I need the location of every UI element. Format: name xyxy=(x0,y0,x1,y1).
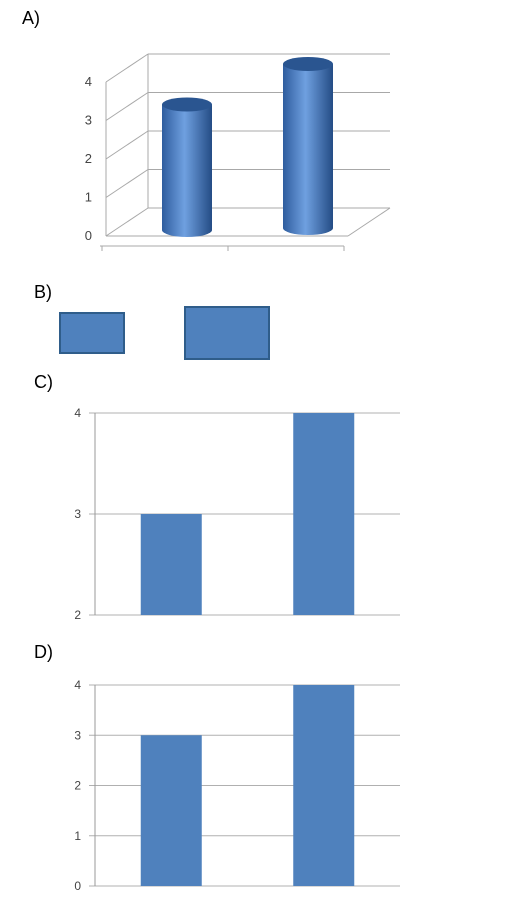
cylinder-body xyxy=(283,64,333,235)
panel-label-d: D) xyxy=(34,642,53,662)
y-tick-label: 3 xyxy=(74,728,81,742)
y-tick-label: 3 xyxy=(74,507,81,521)
cylinder-bar xyxy=(283,57,333,235)
y-tick-label: 4 xyxy=(74,678,81,692)
y-tick-label: 1 xyxy=(85,190,92,205)
gridline-side xyxy=(105,207,149,237)
gridline-side xyxy=(105,169,149,198)
bar xyxy=(140,514,202,615)
gridline-side xyxy=(105,92,149,121)
area-rectangle xyxy=(184,306,270,360)
y-tick-label: 0 xyxy=(85,228,92,243)
chart-c-bars-truncated-axis: 2 3 4 xyxy=(74,406,400,622)
cylinder-top xyxy=(283,57,333,71)
y-tick-label: 4 xyxy=(74,406,81,420)
area-rectangle xyxy=(59,312,125,354)
chart-d-bars-full-axis: 0 1 2 3 4 xyxy=(74,678,400,893)
chart-b-rectangles xyxy=(59,306,270,360)
bar xyxy=(140,735,202,886)
y-tick-label: 4 xyxy=(85,74,92,89)
y-tick-label: 2 xyxy=(85,151,92,166)
y-tick-label: 3 xyxy=(85,113,92,128)
y-tick-label: 2 xyxy=(74,608,81,622)
panel-label-b: B) xyxy=(34,282,52,302)
floor-right-edge xyxy=(347,207,391,237)
cylinder-body xyxy=(162,104,212,237)
gridline-side xyxy=(105,53,149,83)
panel-label-a: A) xyxy=(22,8,40,28)
bar xyxy=(293,413,355,615)
y-tick-label: 1 xyxy=(74,829,81,843)
cylinder-bar xyxy=(162,97,212,237)
y-tick-label: 2 xyxy=(74,779,81,793)
y-tick-label: 0 xyxy=(74,879,81,893)
gridline-side xyxy=(105,130,149,160)
chart-a-3d-cylinders: 0 1 2 3 4 xyxy=(85,53,391,251)
bar xyxy=(293,685,355,886)
panel-label-c: C) xyxy=(34,372,53,392)
cylinder-top xyxy=(162,97,212,112)
